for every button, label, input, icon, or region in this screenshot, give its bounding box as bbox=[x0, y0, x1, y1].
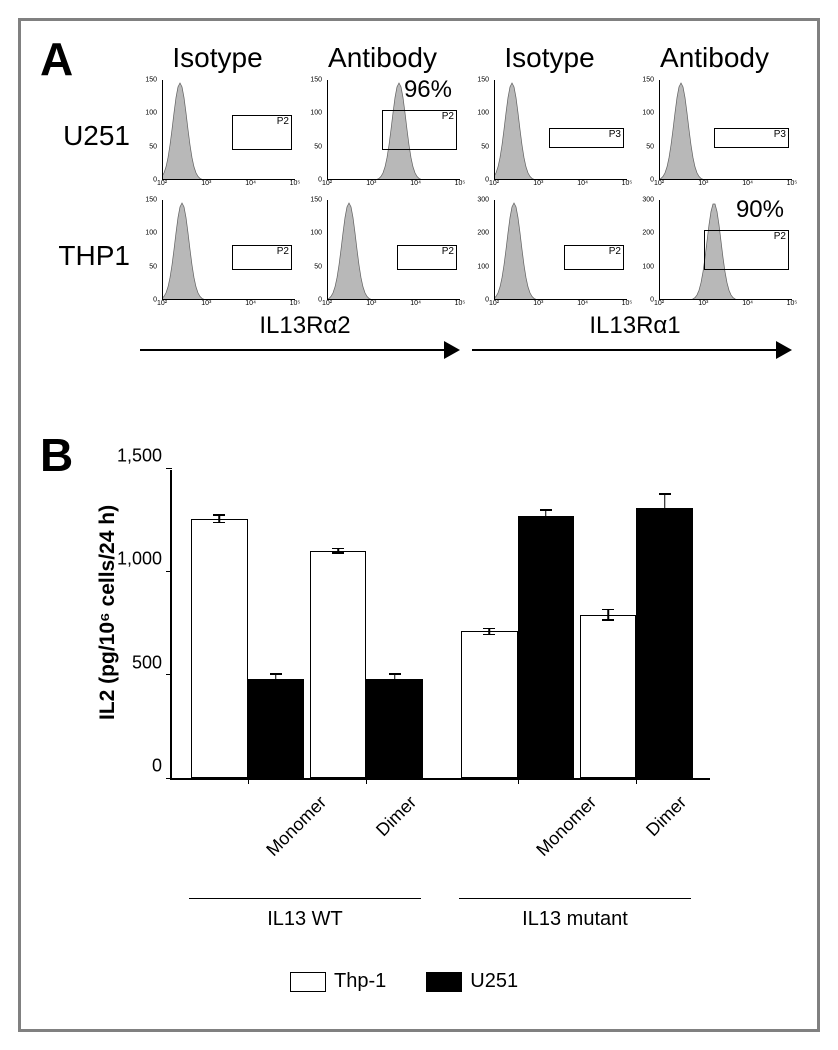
group-label: IL13 mutant bbox=[459, 908, 691, 931]
legend-item-thp1: Thp-1 bbox=[290, 970, 386, 993]
axis-label-il13ra2: IL13Rα2 bbox=[230, 312, 380, 340]
x-tick-label: Monomer bbox=[532, 792, 601, 861]
error-bar bbox=[483, 628, 495, 635]
legend-label-thp1: Thp-1 bbox=[334, 970, 386, 993]
axis-label-il13ra1: IL13Rα1 bbox=[560, 312, 710, 340]
plot-area: 05001,0001,500 bbox=[170, 470, 710, 780]
gate: P2 bbox=[382, 110, 457, 150]
bar bbox=[310, 551, 367, 778]
facs-plot: P2010020030010²10³10⁴10⁵90% bbox=[637, 200, 792, 310]
gate: P3 bbox=[714, 128, 789, 148]
panel-A: Isotype Antibody Isotype Antibody U251 T… bbox=[40, 40, 800, 410]
bar bbox=[248, 679, 305, 778]
bar bbox=[518, 516, 575, 778]
error-bar bbox=[540, 509, 552, 521]
facs-plot: P205010015010²10³10⁴10⁵ bbox=[305, 200, 460, 310]
error-bar bbox=[602, 609, 614, 621]
legend: Thp-1 U251 bbox=[290, 970, 518, 993]
facs-plot: P305010015010²10³10⁴10⁵ bbox=[637, 80, 792, 190]
error-bar bbox=[332, 548, 344, 554]
y-axis-label: IL2 (pg/10⁶ cells/24 h) bbox=[96, 505, 120, 720]
legend-swatch-thp1 bbox=[290, 972, 326, 992]
error-bar bbox=[389, 673, 401, 685]
x-tick-label: Dimer bbox=[372, 792, 421, 841]
gate: P2 bbox=[564, 245, 624, 270]
header-isotype-2: Isotype bbox=[472, 42, 627, 74]
header-isotype-1: Isotype bbox=[140, 42, 295, 74]
panel-B: IL2 (pg/10⁶ cells/24 h) 05001,0001,500 M… bbox=[40, 440, 800, 1000]
group-label: IL13 WT bbox=[189, 908, 421, 931]
bar-chart: IL2 (pg/10⁶ cells/24 h) 05001,0001,500 M… bbox=[100, 470, 780, 990]
percent-label: 90% bbox=[736, 196, 784, 224]
y-tick-label: 0 bbox=[152, 756, 172, 777]
error-bar bbox=[659, 493, 671, 523]
axis-arrow-il13ra1 bbox=[472, 340, 792, 360]
gate: P2 bbox=[232, 115, 292, 150]
axis-arrow-il13ra2 bbox=[140, 340, 460, 360]
bar bbox=[580, 615, 637, 778]
error-bar bbox=[213, 514, 225, 523]
legend-label-u251: U251 bbox=[470, 970, 518, 993]
bar bbox=[636, 508, 693, 778]
header-antibody-1: Antibody bbox=[305, 42, 460, 74]
gate: P3 bbox=[549, 128, 624, 148]
bar bbox=[461, 631, 518, 778]
bar bbox=[366, 679, 423, 778]
gate: P2 bbox=[397, 245, 457, 270]
row-U251: U251 bbox=[40, 120, 130, 152]
y-tick-label: 500 bbox=[132, 652, 172, 673]
gate: P2 bbox=[704, 230, 789, 270]
facs-plot: P2010020030010²10³10⁴10⁵ bbox=[472, 200, 627, 310]
percent-label: 96% bbox=[404, 76, 452, 104]
x-tick-label: Monomer bbox=[262, 792, 331, 861]
row-THP1: THP1 bbox=[40, 240, 130, 272]
facs-plot: P205010015010²10³10⁴10⁵96% bbox=[305, 80, 460, 190]
facs-plot: P305010015010²10³10⁴10⁵ bbox=[472, 80, 627, 190]
y-tick-label: 1,000 bbox=[117, 549, 172, 570]
bar bbox=[191, 519, 248, 778]
gate: P2 bbox=[232, 245, 292, 270]
x-tick-label: Dimer bbox=[642, 792, 691, 841]
facs-plot: P205010015010²10³10⁴10⁵ bbox=[140, 200, 295, 310]
facs-plot: P205010015010²10³10⁴10⁵ bbox=[140, 80, 295, 190]
y-tick-label: 1,500 bbox=[117, 446, 172, 467]
legend-swatch-u251 bbox=[426, 972, 462, 992]
legend-item-u251: U251 bbox=[426, 970, 518, 993]
header-antibody-2: Antibody bbox=[637, 42, 792, 74]
error-bar bbox=[270, 673, 282, 685]
